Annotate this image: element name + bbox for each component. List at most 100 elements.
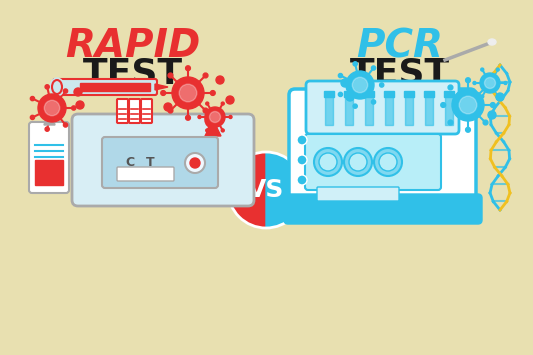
Bar [424, 91, 434, 97]
Circle shape [496, 93, 504, 101]
Circle shape [63, 123, 68, 127]
Circle shape [374, 148, 402, 176]
Text: TEST: TEST [350, 57, 450, 91]
Circle shape [459, 96, 477, 114]
Circle shape [488, 111, 496, 119]
Circle shape [205, 107, 225, 127]
Bar [344, 91, 354, 97]
FancyBboxPatch shape [102, 137, 218, 188]
Bar [345, 95, 353, 125]
FancyBboxPatch shape [117, 99, 128, 123]
Circle shape [161, 91, 166, 95]
Bar [80, 83, 150, 91]
Circle shape [30, 115, 35, 120]
Circle shape [319, 153, 337, 171]
Circle shape [63, 89, 68, 93]
Text: VS: VS [247, 178, 285, 202]
Circle shape [45, 85, 49, 89]
Wedge shape [266, 152, 304, 228]
Circle shape [480, 73, 500, 93]
Circle shape [30, 97, 35, 101]
Circle shape [206, 129, 209, 132]
Circle shape [206, 102, 209, 105]
Circle shape [338, 92, 343, 97]
Circle shape [338, 73, 343, 78]
Circle shape [448, 85, 453, 90]
Circle shape [209, 111, 221, 122]
Text: C: C [125, 157, 134, 169]
Circle shape [297, 135, 307, 145]
Circle shape [452, 89, 484, 121]
Circle shape [71, 106, 76, 110]
FancyBboxPatch shape [289, 89, 476, 221]
Bar [445, 95, 453, 125]
Circle shape [353, 62, 357, 66]
Circle shape [168, 108, 173, 113]
FancyBboxPatch shape [53, 79, 157, 95]
Bar [384, 91, 394, 97]
Circle shape [372, 66, 376, 70]
Wedge shape [228, 152, 266, 228]
Circle shape [353, 104, 357, 108]
Circle shape [185, 153, 205, 173]
Circle shape [76, 101, 84, 109]
Circle shape [45, 127, 49, 131]
Circle shape [216, 76, 224, 84]
FancyBboxPatch shape [141, 99, 152, 123]
Circle shape [483, 120, 488, 125]
Circle shape [344, 148, 372, 176]
Circle shape [221, 129, 224, 132]
Circle shape [226, 96, 234, 104]
Text: TEST: TEST [83, 57, 183, 91]
Circle shape [441, 103, 446, 108]
Circle shape [229, 115, 232, 119]
Circle shape [185, 66, 190, 71]
Circle shape [504, 82, 507, 84]
Circle shape [179, 84, 197, 102]
Text: RAPID: RAPID [66, 27, 200, 65]
Polygon shape [205, 120, 221, 136]
Circle shape [466, 78, 471, 83]
Circle shape [352, 77, 368, 93]
Circle shape [372, 100, 376, 104]
Circle shape [172, 77, 204, 109]
FancyBboxPatch shape [72, 114, 254, 206]
Circle shape [203, 73, 208, 78]
Circle shape [473, 82, 476, 84]
Circle shape [379, 153, 397, 171]
FancyBboxPatch shape [306, 81, 459, 134]
Bar [325, 95, 333, 125]
Circle shape [496, 95, 499, 98]
Circle shape [44, 100, 60, 116]
Circle shape [198, 115, 201, 119]
Circle shape [379, 83, 384, 87]
Circle shape [346, 71, 374, 99]
Circle shape [74, 88, 82, 96]
Circle shape [349, 153, 367, 171]
Circle shape [481, 95, 484, 98]
FancyBboxPatch shape [284, 194, 482, 224]
Circle shape [221, 102, 224, 105]
Ellipse shape [488, 39, 496, 45]
Text: T: T [146, 157, 155, 169]
Circle shape [341, 79, 349, 87]
Polygon shape [44, 113, 55, 125]
Circle shape [38, 94, 66, 122]
Circle shape [346, 93, 354, 101]
FancyBboxPatch shape [129, 99, 140, 123]
Ellipse shape [50, 78, 64, 96]
Circle shape [496, 68, 499, 71]
Circle shape [297, 175, 307, 185]
Circle shape [190, 158, 200, 168]
Circle shape [205, 112, 221, 128]
Bar [324, 91, 334, 97]
Bar [405, 95, 413, 125]
Circle shape [164, 103, 172, 111]
Bar [364, 91, 374, 97]
FancyBboxPatch shape [29, 122, 69, 193]
Circle shape [481, 68, 484, 71]
Bar [35, 160, 63, 185]
Circle shape [203, 108, 208, 113]
Bar [444, 91, 454, 97]
Circle shape [448, 120, 453, 125]
